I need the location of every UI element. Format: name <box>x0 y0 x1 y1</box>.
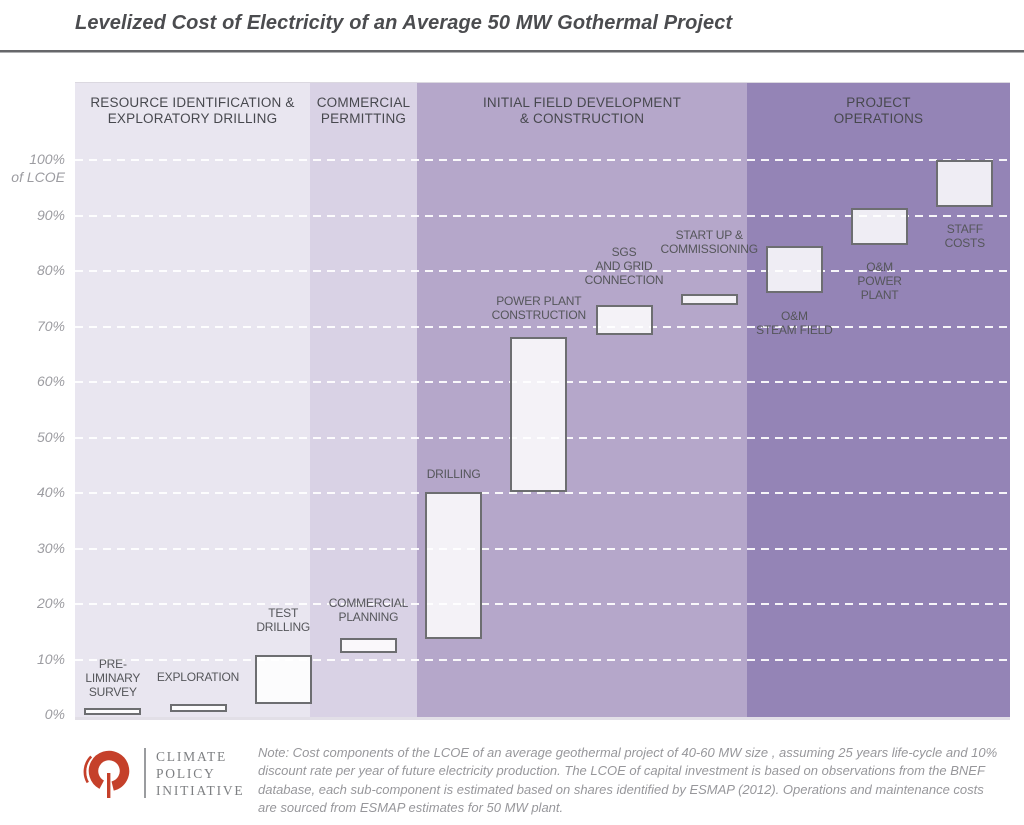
y-tick-label: 30% <box>36 539 65 556</box>
waterfall-bar <box>595 304 653 335</box>
logo-line-1: CLIMATE <box>156 748 228 764</box>
cpi-logo: CLIMATE POLICY INITIATIVE <box>78 744 244 802</box>
bar-label: EXPLORATION <box>156 670 240 685</box>
phase-band <box>75 83 310 717</box>
gridline <box>75 214 1010 217</box>
gridline <box>75 658 1010 661</box>
y-tick-label: 20% <box>36 595 65 611</box>
waterfall-bar <box>510 337 568 492</box>
gridline <box>75 325 1010 328</box>
waterfall-bar <box>254 654 312 704</box>
bar-label: START UP & COMMISSIONING <box>660 227 758 256</box>
bar-label: PRE- LIMINARY SURVEY <box>85 657 141 700</box>
bar-label: COMMERCIAL PLANNING <box>328 595 409 624</box>
y-tick-label: 50% <box>36 428 65 445</box>
gridline <box>75 603 1010 605</box>
bar-label: STAFF COSTS <box>944 222 986 251</box>
y-tick-label: 100% of LCOE <box>11 151 65 185</box>
gridline <box>75 492 1010 494</box>
bar-label: TEST DRILLING <box>256 605 311 634</box>
plot-area: RESOURCE IDENTIFICATION & EXPLORATORY DR… <box>75 82 1010 720</box>
phase-band <box>310 83 417 717</box>
logo-line-2: POLICY <box>156 765 216 781</box>
logo-line-3: INITIATIVE <box>156 782 245 798</box>
footer: CLIMATE POLICY INITIATIVE Note: Cost com… <box>0 738 1024 825</box>
logo-divider <box>144 748 146 798</box>
chart-title: Levelized Cost of Electricity of an Aver… <box>75 12 733 34</box>
title-divider <box>0 50 1024 53</box>
y-tick-label: 0% <box>44 706 65 722</box>
y-tick-label: 80% <box>36 262 65 278</box>
phase-header-label: INITIAL FIELD DEVELOPMENT & CONSTRUCTION <box>482 95 682 126</box>
phase-header-label: PROJECT OPERATIONS <box>833 95 924 126</box>
bar-label: O&M POWER PLANT <box>857 259 902 302</box>
waterfall-bar <box>169 704 227 713</box>
waterfall-bar <box>765 246 823 294</box>
phase-header-label: RESOURCE IDENTIFICATION & EXPLORATORY DR… <box>90 95 295 126</box>
waterfall-bar <box>936 160 994 208</box>
y-axis: 100% of LCOE 90% 80% 70% 60% 50% 40% 30% 20% 10% 0… <box>0 82 68 722</box>
gridline <box>75 159 1010 161</box>
y-tick-label: 10% <box>36 650 65 667</box>
y-tick-label: 90% <box>36 206 65 223</box>
bar-label: DRILLING <box>426 466 481 481</box>
gridline <box>75 270 1010 272</box>
y-tick-label: 70% <box>36 317 65 334</box>
gridline <box>75 547 1010 550</box>
footnote: Note: Cost components of the LCOE of an … <box>258 745 998 816</box>
logo-wordmark: CLIMATE POLICY INITIATIVE <box>156 748 244 799</box>
bar-label: POWER PLANT CONSTRUCTION <box>491 294 586 323</box>
phase-header-label: COMMERCIAL PERMITTING <box>316 95 411 126</box>
waterfall-bar <box>425 491 483 639</box>
bar-label: O&M STEAM FIELD <box>756 309 833 338</box>
cpi-spiral-icon <box>83 750 130 798</box>
waterfall-bar <box>851 207 909 245</box>
y-tick-label: 60% <box>36 373 65 389</box>
y-tick-label: 40% <box>36 484 65 500</box>
waterfall-bar <box>680 293 738 305</box>
bar-label: SGS AND GRID CONNECTION <box>584 244 664 287</box>
waterfall-bar <box>339 637 397 653</box>
waterfall-bar <box>84 708 142 715</box>
